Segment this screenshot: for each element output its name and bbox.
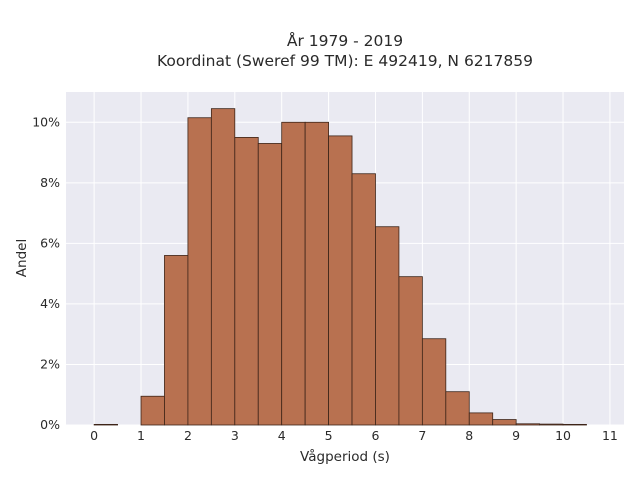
x-tick-label: 5 — [325, 428, 333, 443]
chart-title-line2: Koordinat (Sweref 99 TM): E 492419, N 62… — [157, 52, 533, 70]
histogram-bar — [93, 423, 118, 426]
x-axis-label: Vågperiod (s) — [300, 448, 390, 465]
chart-title-line1: År 1979 - 2019 — [287, 31, 403, 50]
x-tick-label: 3 — [231, 428, 239, 443]
x-tick-label: 0 — [90, 428, 98, 443]
histogram-bar — [492, 419, 517, 426]
x-tick-label: 8 — [465, 428, 473, 443]
histogram-bar — [234, 137, 259, 426]
histogram-bar — [445, 391, 470, 426]
histogram-bar — [164, 255, 189, 426]
histogram-bar — [421, 338, 447, 426]
x-tick-label: 7 — [418, 428, 426, 443]
x-tick-label: 10 — [555, 428, 571, 443]
histogram-bar — [257, 143, 283, 426]
x-tick-label: 4 — [278, 428, 286, 443]
histogram-bar — [304, 121, 329, 426]
histogram-bar — [515, 423, 540, 426]
histogram-bar — [562, 423, 587, 426]
histogram-bar — [140, 395, 165, 426]
y-axis-label: Andel — [14, 239, 30, 277]
histogram-bar — [328, 135, 353, 426]
x-tick-label: 9 — [512, 428, 520, 443]
histogram-bar — [398, 276, 423, 426]
x-tick-label: 2 — [184, 428, 192, 443]
histogram-bar — [539, 423, 564, 426]
histogram-bar — [468, 412, 494, 426]
y-tick-label: 0% — [40, 417, 60, 432]
y-tick-label: 8% — [40, 175, 60, 190]
histogram-bar — [351, 173, 376, 426]
histogram-bar — [210, 108, 236, 426]
y-tick-label: 2% — [40, 356, 60, 371]
histogram-bar — [281, 121, 306, 426]
y-tick-label: 6% — [40, 235, 60, 250]
x-tick-label: 1 — [137, 428, 145, 443]
x-tick-label: 11 — [602, 428, 618, 443]
histogram-bar — [375, 226, 400, 426]
bars — [93, 108, 587, 426]
x-axis-ticks: 0 1 2 3 4 5 6 7 8 9 10 11 — [90, 428, 618, 443]
x-tick-label: 6 — [372, 428, 380, 443]
y-tick-label: 10% — [32, 114, 60, 129]
histogram-bar — [187, 117, 212, 426]
y-axis-ticks: 0% 2% 4% 6% 8% 10% — [32, 114, 60, 432]
y-tick-label: 4% — [40, 296, 60, 311]
